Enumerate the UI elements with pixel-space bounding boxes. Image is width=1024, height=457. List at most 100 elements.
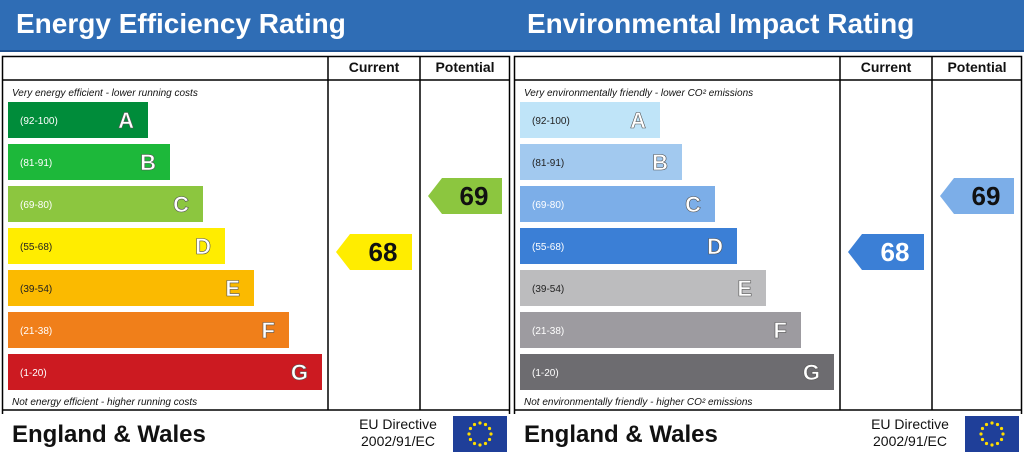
eu-star: [984, 441, 989, 446]
band-g-letter: G: [291, 360, 308, 385]
environmental-current-rating-arrow: [848, 234, 924, 270]
band-g-range: (1-20): [532, 368, 559, 379]
environmental-bottom-note: Not environmentally friendly - higher CO…: [524, 397, 752, 408]
band-d-letter: D: [707, 234, 723, 259]
band-g-bar: [520, 354, 834, 390]
energy-directive-line1: EU Directive: [359, 416, 437, 432]
eu-star: [478, 443, 482, 447]
eu-star: [468, 426, 473, 431]
eu-star: [980, 426, 985, 431]
eu-star: [979, 432, 983, 436]
environmental-directive: EU Directive 2002/91/EC: [860, 416, 960, 450]
eu-star: [472, 422, 477, 427]
band-b-range: (81-91): [20, 158, 52, 169]
band-f-bar: [520, 312, 801, 348]
band-a-range: (92-100): [532, 116, 570, 127]
band-f-range: (21-38): [20, 326, 52, 337]
environmental-impact-chart: Current Potential Very environmentally fri…: [513, 55, 1023, 414]
band-f-letter: F: [262, 318, 275, 343]
eu-star: [990, 421, 994, 425]
band-d-bar: [520, 228, 737, 264]
energy-current-rating-arrow: [336, 234, 412, 270]
band-e-range: (39-54): [532, 284, 564, 295]
band-b-bar: [8, 144, 170, 180]
band-e-bar: [8, 270, 254, 306]
energy-current-rating-value: 68: [369, 237, 398, 267]
band-d-range: (55-68): [20, 242, 52, 253]
eu-star: [472, 441, 477, 446]
energy-bottom-note: Not energy efficient - higher running co…: [12, 397, 197, 408]
band-b-range: (81-91): [532, 158, 564, 169]
energy-top-note: Very energy efficient - lower running co…: [12, 88, 198, 99]
band-e-bar: [520, 270, 766, 306]
band-e-letter: E: [225, 276, 240, 301]
eu-star: [483, 422, 488, 427]
band-f-range: (21-38): [532, 326, 564, 337]
environmental-current-rating-value: 68: [881, 237, 910, 267]
energy-efficiency-chart: Current Potential Very energy efficient - …: [1, 55, 511, 414]
eu-flag-icon: [965, 416, 1019, 452]
band-c-bar: [8, 186, 203, 222]
eu-star: [487, 437, 492, 442]
band-d-range: (55-68): [532, 242, 564, 253]
environmental-potential-rating-arrow: [940, 178, 1014, 214]
band-a-letter: A: [118, 108, 134, 133]
energy-title-bar: Energy Efficiency Rating: [0, 0, 512, 52]
environmental-directive-line2: 2002/91/EC: [873, 433, 947, 449]
band-a-bar: [8, 102, 148, 138]
energy-title: Energy Efficiency Rating: [16, 8, 346, 39]
energy-directive: EU Directive 2002/91/EC: [348, 416, 448, 450]
band-d-letter: D: [195, 234, 211, 259]
environmental-top-note: Very environmentally friendly - lower CO…: [524, 88, 753, 99]
band-e-range: (39-54): [20, 284, 52, 295]
environmental-country-label: England & Wales: [524, 421, 718, 448]
eu-star: [1001, 432, 1005, 436]
eu-star: [487, 426, 492, 431]
environmental-potential-rating-value: 69: [972, 181, 1001, 211]
band-f-bar: [8, 312, 289, 348]
band-a-letter: A: [630, 108, 646, 133]
eu-star: [468, 437, 473, 442]
band-b-letter: B: [140, 150, 156, 175]
band-c-bar: [520, 186, 715, 222]
environmental-directive-line1: EU Directive: [871, 416, 949, 432]
band-e-letter: E: [737, 276, 752, 301]
eu-star: [995, 441, 1000, 446]
band-g-range: (1-20): [20, 368, 47, 379]
eu-star: [489, 432, 493, 436]
band-a-bar: [520, 102, 660, 138]
eu-star: [467, 432, 471, 436]
band-g-letter: G: [803, 360, 820, 385]
energy-directive-line2: 2002/91/EC: [361, 433, 435, 449]
energy-current-header: Current: [349, 59, 400, 75]
band-g-bar: [8, 354, 322, 390]
energy-efficiency-panel: Energy Efficiency Rating Current Potentia…: [0, 0, 512, 452]
band-c-letter: C: [173, 192, 189, 217]
band-f-letter: F: [774, 318, 787, 343]
band-b-bar: [520, 144, 682, 180]
energy-potential-rating-value: 69: [460, 181, 489, 211]
band-a-range: (92-100): [20, 116, 58, 127]
environmental-title-bar: Environmental Impact Rating: [512, 0, 1024, 52]
eu-star: [478, 421, 482, 425]
eu-star: [483, 441, 488, 446]
eu-star: [999, 426, 1004, 431]
environmental-title: Environmental Impact Rating: [527, 8, 915, 39]
energy-potential-header: Potential: [435, 59, 494, 75]
eu-star: [995, 422, 1000, 427]
band-c-letter: C: [685, 192, 701, 217]
eu-star: [984, 422, 989, 427]
eu-flag-icon: [453, 416, 507, 452]
energy-potential-rating-arrow: [428, 178, 502, 214]
band-c-range: (69-80): [532, 200, 564, 211]
band-c-range: (69-80): [20, 200, 52, 211]
environmental-impact-panel: Environmental Impact Rating Current Poten…: [512, 0, 1024, 457]
energy-country-label: England & Wales: [12, 421, 206, 448]
band-b-letter: B: [652, 150, 668, 175]
environmental-current-header: Current: [861, 59, 912, 75]
eu-star: [999, 437, 1004, 442]
environmental-potential-header: Potential: [947, 59, 1006, 75]
eu-star: [980, 437, 985, 442]
eu-star: [990, 443, 994, 447]
band-d-bar: [8, 228, 225, 264]
